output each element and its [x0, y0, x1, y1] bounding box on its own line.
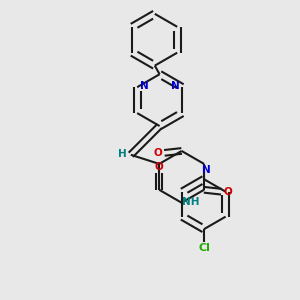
Text: Cl: Cl — [198, 243, 210, 253]
Text: O: O — [153, 148, 162, 158]
Text: O: O — [155, 162, 164, 172]
Text: N: N — [202, 165, 210, 175]
Text: N: N — [140, 81, 148, 91]
Text: N: N — [171, 81, 180, 91]
Text: H: H — [118, 149, 127, 159]
Text: NH: NH — [182, 197, 200, 207]
Text: O: O — [224, 187, 233, 197]
